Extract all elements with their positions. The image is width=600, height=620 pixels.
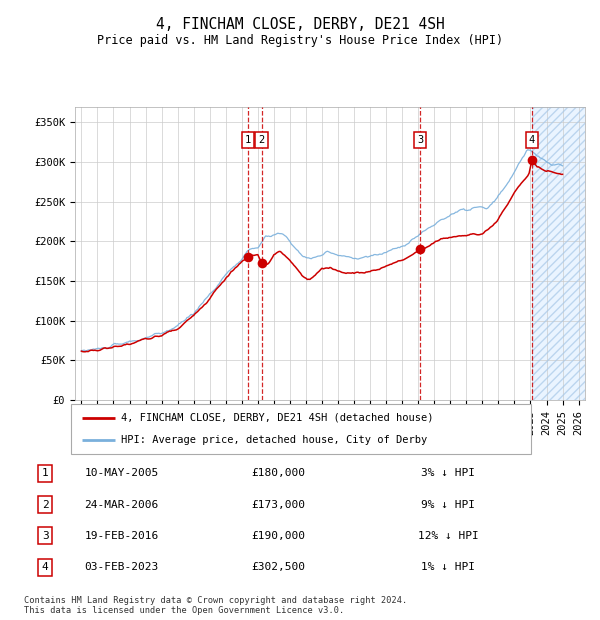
Text: 9% ↓ HPI: 9% ↓ HPI xyxy=(421,500,475,510)
Text: £173,000: £173,000 xyxy=(251,500,305,510)
Text: 12% ↓ HPI: 12% ↓ HPI xyxy=(418,531,478,541)
Text: Contains HM Land Registry data © Crown copyright and database right 2024.
This d: Contains HM Land Registry data © Crown c… xyxy=(24,596,407,615)
Text: 4, FINCHAM CLOSE, DERBY, DE21 4SH: 4, FINCHAM CLOSE, DERBY, DE21 4SH xyxy=(155,17,445,32)
Text: 1: 1 xyxy=(244,135,251,145)
Text: 19-FEB-2016: 19-FEB-2016 xyxy=(85,531,159,541)
Text: £180,000: £180,000 xyxy=(251,468,305,478)
Text: HPI: Average price, detached house, City of Derby: HPI: Average price, detached house, City… xyxy=(121,435,428,445)
Text: 2: 2 xyxy=(259,135,265,145)
Text: 3% ↓ HPI: 3% ↓ HPI xyxy=(421,468,475,478)
Text: 03-FEB-2023: 03-FEB-2023 xyxy=(85,562,159,572)
Text: £302,500: £302,500 xyxy=(251,562,305,572)
Text: 10-MAY-2005: 10-MAY-2005 xyxy=(85,468,159,478)
Text: £190,000: £190,000 xyxy=(251,531,305,541)
Text: 3: 3 xyxy=(42,531,49,541)
Text: 24-MAR-2006: 24-MAR-2006 xyxy=(85,500,159,510)
Text: Price paid vs. HM Land Registry's House Price Index (HPI): Price paid vs. HM Land Registry's House … xyxy=(97,35,503,47)
Bar xyxy=(532,107,600,400)
Bar xyxy=(532,107,600,400)
Text: 4, FINCHAM CLOSE, DERBY, DE21 4SH (detached house): 4, FINCHAM CLOSE, DERBY, DE21 4SH (detac… xyxy=(121,413,434,423)
Text: 1: 1 xyxy=(42,468,49,478)
Text: 4: 4 xyxy=(42,562,49,572)
Text: 2: 2 xyxy=(42,500,49,510)
Text: 3: 3 xyxy=(417,135,424,145)
Text: 4: 4 xyxy=(529,135,535,145)
Text: 1% ↓ HPI: 1% ↓ HPI xyxy=(421,562,475,572)
